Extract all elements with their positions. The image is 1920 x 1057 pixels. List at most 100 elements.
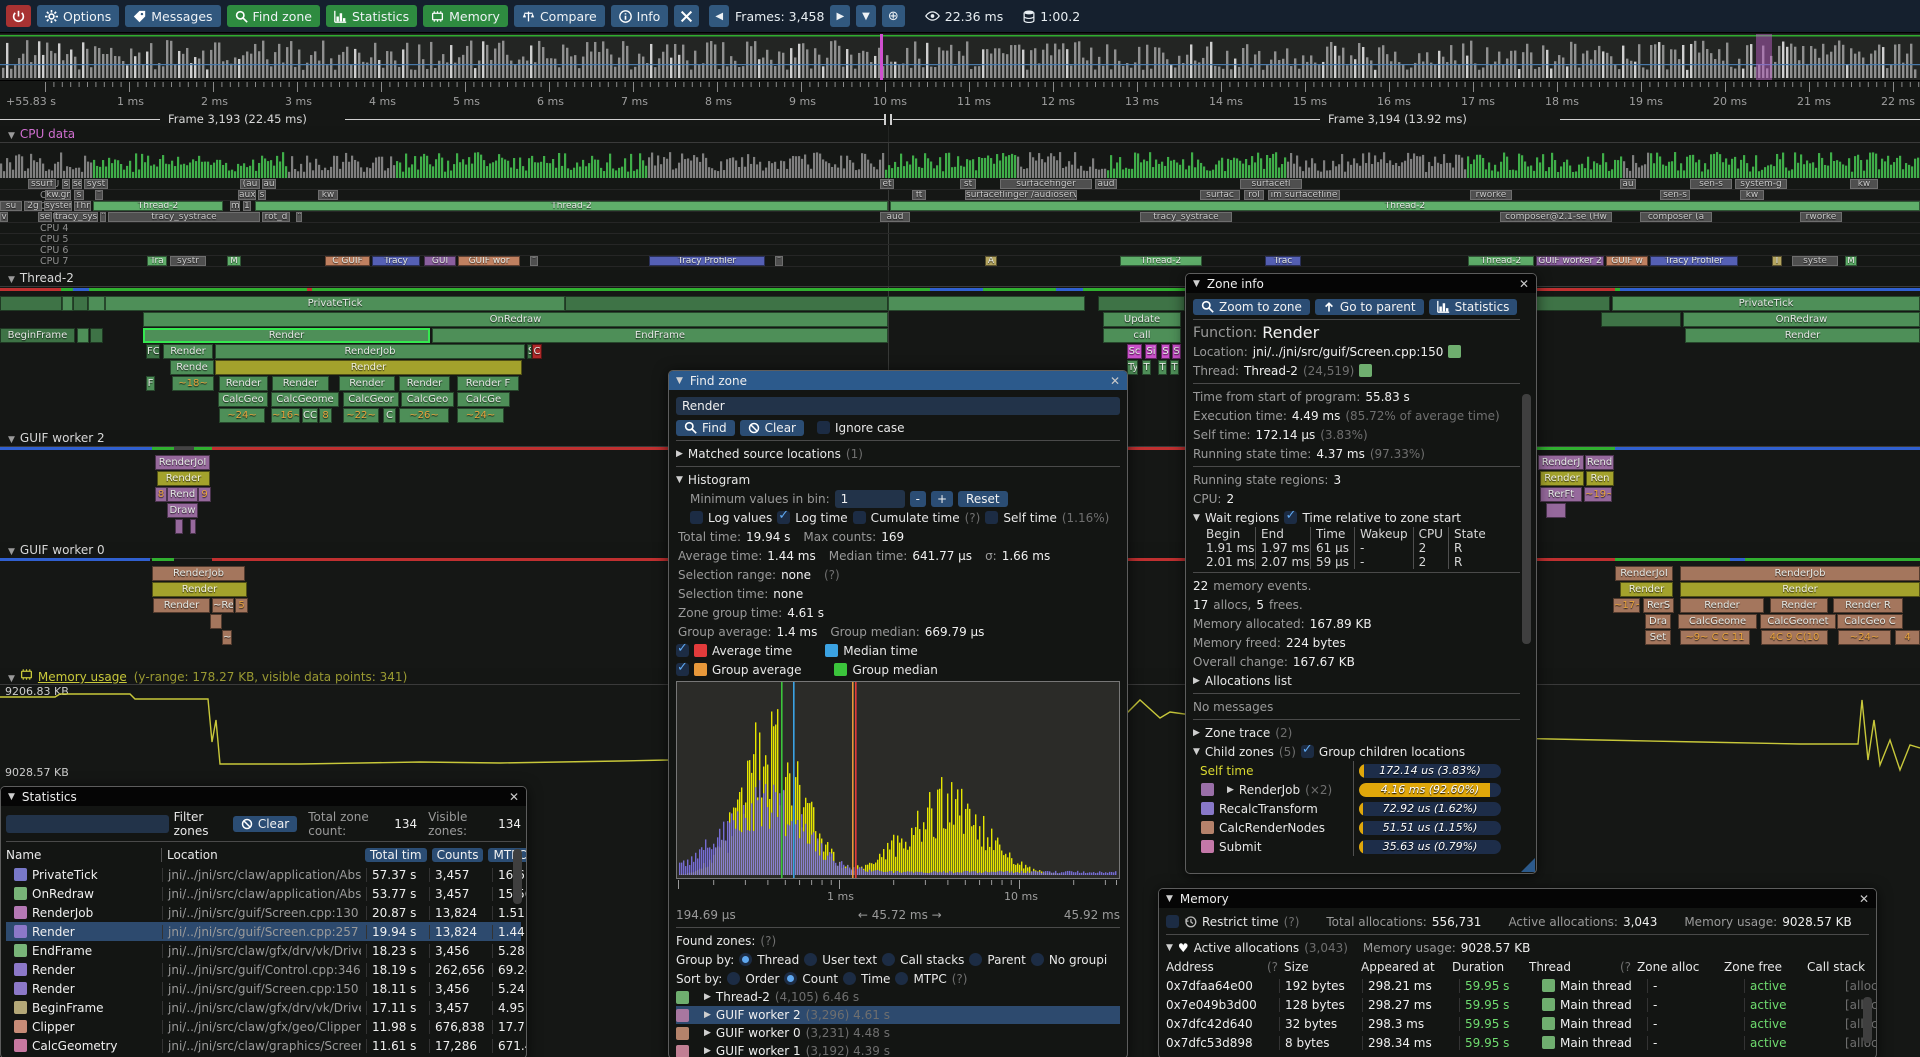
timeline-zone[interactable]: Render [215,360,522,375]
compare-button[interactable]: Compare [513,5,605,27]
sort-by-radio-order[interactable] [727,972,741,985]
stats-row[interactable]: Render jni/../jni/src/guif/Screen.cpp:150… [6,979,526,998]
timeline-zone[interactable]: Dra [1645,614,1671,629]
cpu-zone[interactable]: Tracy [372,256,420,266]
cpu-zone[interactable]: m [230,201,240,211]
cpu-zone[interactable]: au [262,179,276,189]
stats-row[interactable]: RenderJob jni/../jni/src/guif/Screen.cpp:… [6,903,526,922]
cpu-zone[interactable]: tracy_systrace [108,212,260,222]
close-icon[interactable]: ✕ [1858,891,1869,906]
timeline-zone[interactable]: Rende [170,360,214,375]
timeline-zone[interactable]: Render [399,376,450,391]
timeline-zone[interactable]: ~16~ [271,408,300,423]
col-total-time-button[interactable]: Total tim [365,848,427,862]
child-zone-row[interactable]: ▶ RenderJob (×2) 4.16 ms (92.60%) [1193,780,1520,799]
memory-button[interactable]: Memory [423,5,508,27]
find-zone-window[interactable]: ▼ Find zone ✕ Render Find Clear Ignore case ▶ Ma… [668,370,1128,1057]
timeline-zone[interactable]: C [383,408,396,423]
expand-icon[interactable]: ▶ [1227,784,1234,795]
find-zone-titlebar[interactable]: ▼ Find zone ✕ [669,371,1127,390]
timeline-zone[interactable] [1546,503,1566,518]
matched-source-locations[interactable]: ▶ Matched source locations (1) [676,446,863,461]
cpu-zone[interactable]: syste [1792,256,1838,266]
timeline-zone[interactable]: RerS [1643,598,1674,613]
cpu-zone[interactable]: composer (a [1640,212,1712,222]
cpu-zone[interactable]: se [72,179,82,189]
timeline-zone[interactable]: Render [1680,582,1920,597]
sort-by-radio-count[interactable] [784,972,798,985]
timeline-zone[interactable]: RenderJoI [155,455,210,470]
timeline-zone[interactable]: CalcGeome [1678,614,1757,629]
power-button[interactable] [6,5,31,27]
timeline-zone[interactable]: CalcGeo [218,392,268,407]
timeline-zone[interactable] [190,519,196,534]
sort-by-radio-mtpc[interactable] [895,972,909,985]
timeline-zone[interactable]: ~17~ [1613,598,1640,613]
found-zone-row[interactable]: ▶ GUIF worker 0 (3,231) 4.48 s [676,1024,1120,1042]
memory-titlebar[interactable]: ▼ Memory ✕ [1159,889,1876,908]
timeline-zone[interactable]: FC [146,344,160,359]
callstack-alloc-button[interactable]: [alloc] [1845,978,1877,993]
cpu-zone[interactable]: ssurf [28,179,56,189]
timeline-zone[interactable]: Render [339,376,395,391]
timeline-zone[interactable]: S [1161,344,1170,359]
collapse-icon[interactable]: ▼ [1166,893,1173,904]
timeline-zone[interactable] [210,614,222,629]
timeline-zone[interactable]: BeginFrame [0,328,75,343]
timeline-zone[interactable]: ~ [222,630,232,645]
collapse-icon[interactable]: ▼ [1193,278,1200,289]
timeline-zone[interactable]: ~9~ C C 11 [1680,630,1750,645]
timeline-zone[interactable]: ~24~ [457,408,504,423]
sort-by-radio-time[interactable] [843,972,857,985]
cpu-zone[interactable]: rot_d [262,212,290,222]
histogram-plot[interactable] [676,681,1120,879]
cpu-zone[interactable]: ˄ [530,256,538,266]
timeline-zone[interactable] [62,296,73,311]
cpu-zone[interactable]: tracy_sys [54,212,98,222]
cpu-zone[interactable]: se [38,212,52,222]
zone-info-scrollbar[interactable] [1522,394,1531,644]
stats-row[interactable]: CalcGeometry jni/../jni/src/claw/graphics… [6,1036,526,1055]
cpu-zone[interactable]: surfacefl [1240,179,1302,189]
timeline-zone[interactable]: Render [219,376,268,391]
cpu-zone[interactable]: GUIF w [1606,256,1648,266]
cpu-zone[interactable]: s [258,190,266,200]
clear-button[interactable]: Clear [739,419,804,436]
allocations-list-toggle[interactable]: ▶ Allocations list [1193,673,1292,688]
cpu-zone[interactable]: aud [1095,179,1117,189]
timeline-zone[interactable]: EndFrame [432,328,888,343]
timeline-zone[interactable]: T [1142,360,1151,375]
memory-row[interactable]: 0x7e049b3d00 128 bytes 298.27 ms 59.95 s Mai… [1166,995,1876,1014]
timeline-zone[interactable]: call [1103,328,1181,343]
cpu-zone[interactable]: Thread-2 [890,201,1920,211]
go-to-parent-button[interactable]: Go to parent [1314,298,1424,315]
cpu-zone[interactable]: s [74,190,84,200]
cpu-zone[interactable]: GUIF worker 2 [1536,256,1604,266]
cpu-zone[interactable]: surfac [1200,190,1240,200]
timeline-zone[interactable]: F [146,376,155,391]
timeline-zone[interactable]: 8 [155,487,167,502]
resize-grip[interactable] [1521,858,1535,872]
timeline-zone[interactable]: 9 [198,487,211,502]
cpu-zone[interactable]: kw [1740,190,1764,200]
legend-checkbox[interactable] [676,641,689,657]
stats-clear-button[interactable]: Clear [232,816,298,832]
cpu-zone[interactable]: Thread-2 [93,201,223,211]
cpu-zone[interactable]: kw [1850,179,1878,189]
frame-overview[interactable] [0,34,1920,81]
timeline-zone[interactable]: RenderJob [1680,566,1920,581]
cpu-zone[interactable]: 1a [243,201,251,211]
cpu-zone[interactable]: ˄ [100,212,106,222]
timeline-zone[interactable]: Ren [1586,471,1614,486]
child-zone-row[interactable]: RecalcTransform 72.92 us (1.62%) [1193,799,1520,818]
zone-info-titlebar[interactable]: ▼ Zone info ✕ [1186,274,1536,293]
timeline-zone[interactable]: Render [1770,598,1828,613]
timeline-zone[interactable] [1530,296,1610,311]
timeline-zone[interactable]: T [1170,360,1179,375]
stats-row[interactable]: Render jni/../jni/src/guif/Control.cpp:34… [6,960,526,979]
expand-icon[interactable]: ▶ [704,992,711,1002]
timeline-zone[interactable]: Sc [1127,344,1142,359]
col-counts-button[interactable]: Counts [431,848,484,862]
cpu-zone[interactable]: M [227,256,241,266]
stats-row[interactable]: Render jni/../jni/src/guif/Screen.cpp:257… [6,922,526,941]
